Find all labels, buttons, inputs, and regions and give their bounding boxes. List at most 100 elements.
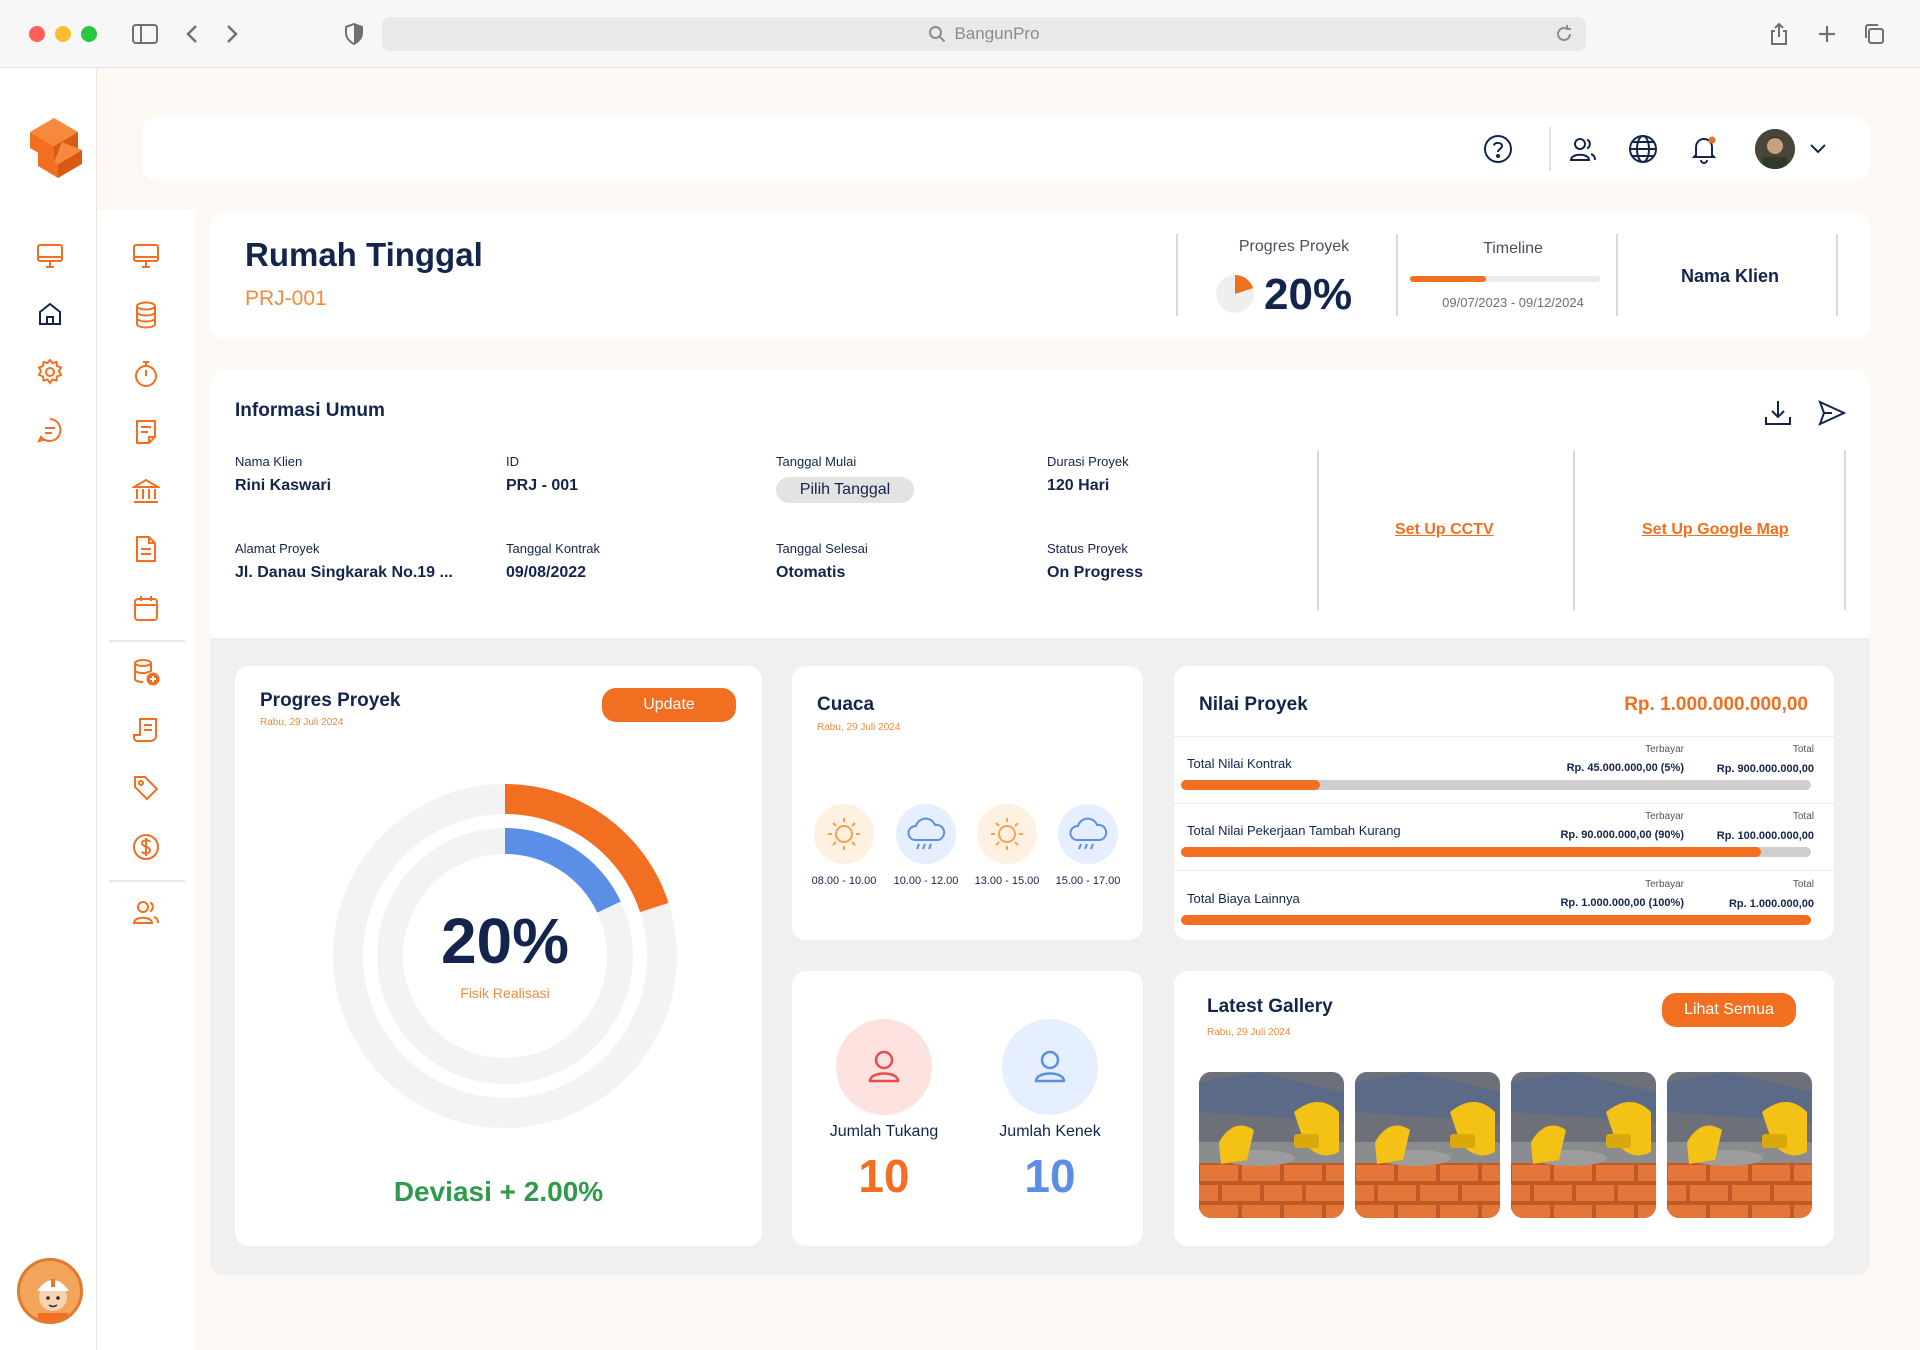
- zoom-window-button[interactable]: [81, 26, 97, 42]
- project-header: Rumah Tinggal PRJ-001 Progres Proyek 20%…: [210, 212, 1870, 339]
- monitor-icon[interactable]: [130, 240, 162, 272]
- globe-icon[interactable]: [1627, 133, 1659, 165]
- project-value-card: Nilai Proyek Rp. 1.000.000.000,00 Total …: [1174, 666, 1834, 940]
- kenek-count: 10: [1024, 1150, 1076, 1202]
- send-icon[interactable]: [1817, 398, 1847, 428]
- see-all-button[interactable]: Lihat Semua: [1662, 993, 1796, 1027]
- back-icon[interactable]: [178, 20, 206, 48]
- setup-cctv-link[interactable]: Set Up CCTV: [1395, 521, 1494, 538]
- team-icon[interactable]: [1567, 133, 1599, 165]
- client-name-label: Nama Klien: [235, 454, 303, 469]
- home-icon[interactable]: [34, 298, 66, 330]
- settings-gear-icon[interactable]: [34, 356, 66, 388]
- client-name-value: Rini Kaswari: [235, 477, 332, 494]
- general-info-title: Informasi Umum: [235, 400, 385, 421]
- bank-icon[interactable]: [130, 475, 162, 507]
- progress-value: 20%: [1264, 270, 1353, 319]
- document-icon[interactable]: [130, 533, 162, 565]
- value-bar-fill: [1181, 915, 1811, 925]
- weather-date: Rabu, 29 Juli 2024: [817, 722, 901, 733]
- deviation-text: Deviasi + 2.00%: [393, 1176, 604, 1207]
- progress-card-date: Rabu, 29 Juli 2024: [260, 717, 344, 728]
- weather-time-label: 15.00 - 17.00: [1055, 875, 1121, 887]
- general-info-panel: Informasi Umum Nama Klien Rini Kaswari I…: [210, 370, 1870, 638]
- progress-card-title: Progres Proyek: [260, 690, 401, 711]
- profile-avatar[interactable]: [1755, 129, 1795, 169]
- value-row-label: Total Biaya Lainnya: [1187, 891, 1300, 906]
- progress-mini-pie: [1216, 275, 1254, 313]
- stopwatch-icon[interactable]: [130, 358, 162, 390]
- value-bar-track: [1181, 780, 1811, 790]
- topbar-divider: [1549, 127, 1551, 171]
- contract-date-label: Tanggal Kontrak: [506, 541, 600, 556]
- receipt-icon[interactable]: [130, 714, 162, 746]
- progress-donut-chart: [333, 784, 677, 1128]
- duration-value: 120 Hari: [1047, 477, 1110, 494]
- timeline-label: Timeline: [1483, 240, 1543, 257]
- value-bar-track: [1181, 847, 1811, 857]
- share-icon[interactable]: [1765, 20, 1793, 48]
- sidebar-divider: [109, 640, 185, 642]
- value-bar-fill: [1181, 780, 1320, 790]
- project-value-total: Rp. 1.000.000.000,00: [1624, 694, 1808, 715]
- notes-icon[interactable]: [130, 416, 162, 448]
- status-value: On Progress: [1047, 564, 1144, 581]
- download-icon[interactable]: [1763, 398, 1793, 428]
- donut-center-value: 20%: [440, 905, 570, 977]
- database-icon[interactable]: [130, 299, 162, 331]
- database-add-icon[interactable]: [130, 656, 162, 688]
- address-label: Alamat Proyek: [235, 541, 320, 556]
- setup-google-map-link[interactable]: Set Up Google Map: [1642, 521, 1789, 538]
- dollar-icon[interactable]: [130, 831, 162, 863]
- monitor-icon[interactable]: [34, 240, 66, 272]
- value-bar-fill: [1181, 847, 1761, 857]
- tukang-count: 10: [858, 1150, 910, 1202]
- chevron-down-icon[interactable]: [1802, 133, 1834, 165]
- update-button[interactable]: Update: [602, 688, 736, 722]
- chat-icon[interactable]: [34, 414, 66, 446]
- notification-bell-icon[interactable]: [1688, 133, 1720, 165]
- info-divider: [1573, 450, 1575, 610]
- bangunpro-logo: [24, 116, 84, 185]
- paid-value: Rp. 45.000.000,00 (5%): [1566, 762, 1684, 774]
- gallery-date: Rabu, 29 Juli 2024: [1207, 1027, 1291, 1038]
- sub-sidebar: [97, 210, 195, 1350]
- help-icon[interactable]: [1482, 133, 1514, 165]
- privacy-shield-icon[interactable]: [340, 20, 368, 48]
- reload-icon[interactable]: [1554, 24, 1574, 44]
- tukang-user-icon: [836, 1019, 932, 1115]
- new-tab-icon[interactable]: [1813, 20, 1841, 48]
- gallery-photo[interactable]: [1667, 1072, 1812, 1218]
- search-icon: [929, 26, 946, 43]
- weather-title: Cuaca: [817, 694, 875, 715]
- start-date-label: Tanggal Mulai: [776, 454, 857, 469]
- header-divider: [1396, 234, 1398, 316]
- close-window-button[interactable]: [29, 26, 45, 42]
- pick-date-button[interactable]: Pilih Tanggal: [776, 477, 914, 503]
- sidebar-toggle-icon[interactable]: [131, 20, 159, 48]
- tag-icon[interactable]: [130, 772, 162, 804]
- users-icon[interactable]: [130, 896, 162, 928]
- kenek-label: Jumlah Kenek: [999, 1123, 1101, 1140]
- gallery-photo[interactable]: [1199, 1072, 1344, 1218]
- status-label: Status Proyek: [1047, 541, 1128, 556]
- total-value: Rp. 900.000.000,00: [1716, 763, 1814, 775]
- id-label: ID: [506, 454, 519, 469]
- gallery-photo[interactable]: [1511, 1072, 1656, 1218]
- total-value: Rp. 100.000.000,00: [1716, 830, 1814, 842]
- address-bar[interactable]: BangunPro: [382, 17, 1586, 51]
- calendar-icon[interactable]: [130, 592, 162, 624]
- kenek-user-icon: [1002, 1019, 1098, 1115]
- forward-icon[interactable]: [218, 20, 246, 48]
- paid-label: Terbayar: [1645, 744, 1684, 755]
- rain-cloud-icon: [896, 804, 956, 864]
- contract-date-value: 09/08/2022: [506, 564, 587, 581]
- sun-icon: [814, 804, 874, 864]
- tab-overview-icon[interactable]: [1860, 20, 1888, 48]
- user-avatar[interactable]: [17, 1258, 83, 1324]
- row-divider: [1174, 870, 1834, 871]
- minimize-window-button[interactable]: [55, 26, 71, 42]
- gallery-photo[interactable]: [1355, 1072, 1500, 1218]
- browser-toolbar: BangunPro: [0, 0, 1920, 68]
